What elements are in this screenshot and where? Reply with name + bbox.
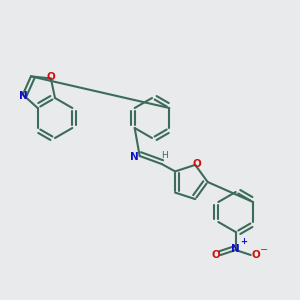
Text: N: N xyxy=(231,244,240,254)
Text: O: O xyxy=(251,250,260,260)
Text: +: + xyxy=(240,238,247,247)
Text: O: O xyxy=(211,250,220,260)
Text: O: O xyxy=(46,72,55,82)
Text: −: − xyxy=(260,245,268,255)
Text: O: O xyxy=(193,159,202,169)
Text: N: N xyxy=(20,91,28,100)
Text: N: N xyxy=(130,152,139,162)
Text: H: H xyxy=(161,151,168,160)
